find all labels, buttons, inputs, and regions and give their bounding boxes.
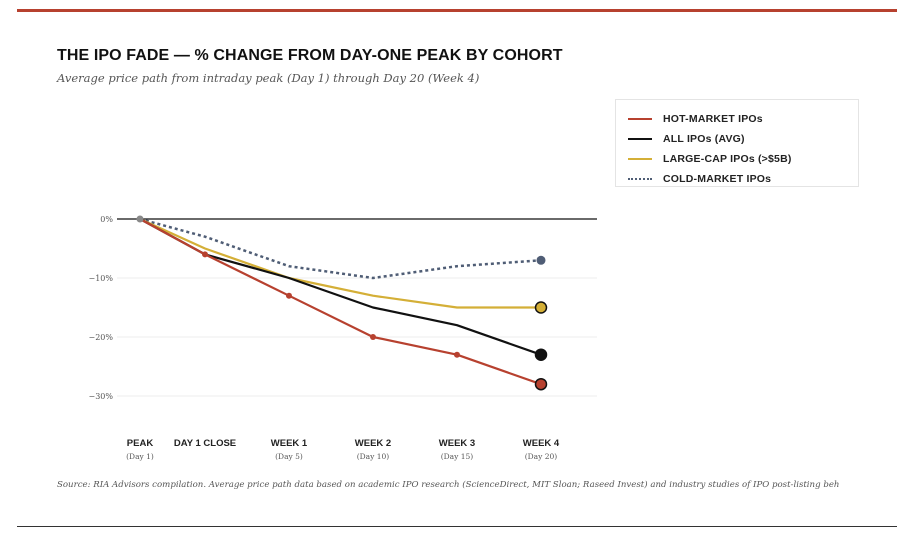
data-point-end bbox=[536, 255, 546, 265]
y-tick-label: −20% bbox=[89, 333, 114, 342]
bottom-rule bbox=[17, 526, 897, 527]
x-tick-label: WEEK 4 bbox=[523, 438, 560, 449]
y-tick-label: −10% bbox=[89, 274, 114, 283]
x-tick-sublabel: (Day 5) bbox=[275, 452, 303, 461]
chart-title: THE IPO FADE — % CHANGE FROM DAY-ONE PEA… bbox=[57, 47, 563, 64]
legend-swatch bbox=[628, 138, 652, 140]
source-note: Source: RIA Advisors compilation. Averag… bbox=[57, 480, 840, 490]
data-point bbox=[202, 251, 208, 258]
legend-swatch bbox=[628, 178, 652, 180]
x-tick-label: WEEK 2 bbox=[355, 438, 391, 449]
x-tick-sublabel: (Day 20) bbox=[525, 452, 558, 461]
x-tick-sublabel: (Day 15) bbox=[441, 452, 474, 461]
legend-item-all-ipos: ALL IPOs (AVG) bbox=[628, 131, 745, 147]
legend-swatch bbox=[628, 118, 652, 120]
x-tick-sublabel: (Day 10) bbox=[357, 452, 390, 461]
series-line bbox=[139, 218, 542, 356]
chart-legend: HOT-MARKET IPOs ALL IPOs (AVG) LARGE-CAP… bbox=[615, 99, 859, 187]
top-rule bbox=[17, 9, 897, 12]
legend-item-cold-market: COLD-MARKET IPOs bbox=[628, 171, 771, 187]
x-tick-label: WEEK 3 bbox=[439, 438, 475, 449]
data-point-end bbox=[534, 301, 548, 314]
data-point bbox=[370, 334, 376, 340]
legend-item-large-cap: LARGE-CAP IPOs (>$5B) bbox=[628, 151, 792, 167]
x-tick-label: WEEK 1 bbox=[271, 438, 308, 449]
legend-label: COLD-MARKET IPOs bbox=[663, 173, 772, 185]
series-line bbox=[139, 217, 541, 309]
x-tick-label: DAY 1 CLOSE bbox=[174, 438, 236, 449]
data-point bbox=[454, 351, 460, 358]
chart-subtitle: Average price path from intraday peak (D… bbox=[57, 71, 480, 85]
data-point bbox=[286, 292, 292, 299]
legend-label: ALL IPOs (AVG) bbox=[663, 133, 745, 145]
x-tick-label: PEAK bbox=[127, 438, 154, 449]
y-tick-label: −30% bbox=[89, 392, 114, 401]
legend-swatch bbox=[628, 158, 652, 160]
legend-label: HOT-MARKET IPOs bbox=[663, 113, 763, 125]
data-point-start bbox=[136, 215, 144, 223]
x-tick-sublabel: (Day 1) bbox=[126, 452, 154, 461]
series-line bbox=[139, 217, 542, 280]
y-tick-label: 0% bbox=[100, 215, 113, 224]
data-point-end bbox=[534, 377, 548, 391]
data-point-end bbox=[534, 348, 548, 361]
series-line bbox=[139, 218, 542, 386]
legend-label: LARGE-CAP IPOs (>$5B) bbox=[663, 153, 792, 165]
legend-item-hot-market: HOT-MARKET IPOs bbox=[628, 111, 763, 127]
